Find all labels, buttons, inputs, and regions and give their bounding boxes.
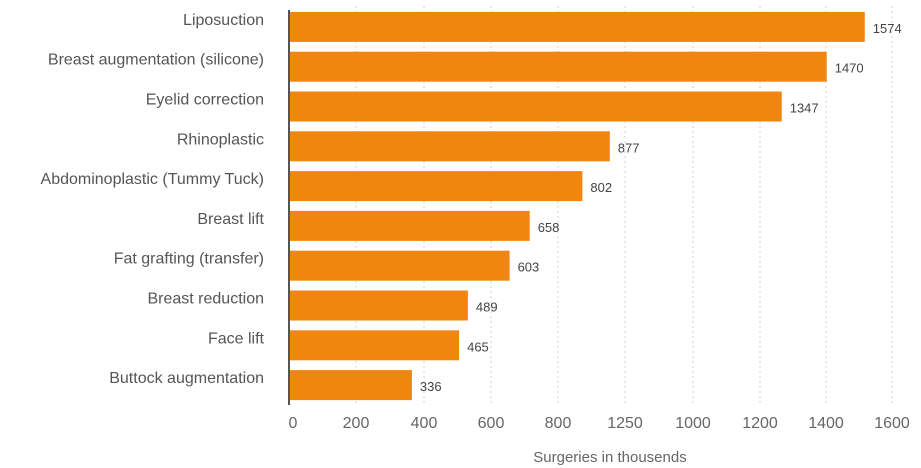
bar	[289, 250, 510, 281]
category-label: Rhinoplastic	[177, 131, 264, 148]
bar	[289, 131, 610, 162]
category-labels: Liposuction Breast augmentation (silicone…	[41, 12, 265, 387]
category-label: Eyelid correction	[146, 92, 264, 109]
value-label: 1574	[873, 21, 902, 36]
category-label: Buttock augmentation	[109, 370, 264, 387]
category-label: Liposuction	[183, 12, 264, 29]
bar	[289, 370, 412, 401]
category-label: Breast augmentation (silicone)	[48, 52, 264, 69]
value-label: 603	[518, 260, 540, 275]
x-tick-label: 400	[411, 415, 438, 432]
bar	[289, 210, 530, 241]
value-label: 1470	[835, 61, 864, 76]
x-tick-label: 1400	[808, 415, 844, 432]
bar	[289, 11, 865, 42]
x-tick-label: 1250	[607, 415, 643, 432]
x-tick-label: 0	[289, 415, 298, 432]
bar	[289, 91, 782, 122]
value-label: 489	[476, 300, 498, 315]
bar	[289, 171, 583, 202]
x-tick-label: 200	[343, 415, 370, 432]
x-tick-label: 600	[478, 415, 505, 432]
category-label: Abdominoplastic (Tummy Tuck)	[41, 171, 264, 188]
value-label: 1347	[790, 101, 819, 116]
bar	[289, 330, 460, 361]
value-labels: 1574 1470 1347 877 802 658 603 489 465 336	[420, 21, 902, 394]
bars	[289, 11, 865, 401]
value-label: 336	[420, 379, 442, 394]
category-label: Fat grafting (transfer)	[114, 251, 264, 268]
x-tick-label: 1600	[874, 415, 910, 432]
value-label: 877	[618, 140, 640, 155]
value-label: 658	[538, 220, 560, 235]
x-tick-labels: 0 200 400 600 800 1250 1000 1200 1400 1600	[289, 415, 910, 432]
category-label: Face lift	[208, 330, 265, 347]
bar	[289, 51, 827, 82]
bar	[289, 290, 468, 321]
value-label: 802	[590, 180, 612, 195]
category-label: Breast lift	[197, 211, 264, 228]
x-tick-label: 800	[545, 415, 572, 432]
x-axis-title: Surgeries in thousends	[533, 449, 686, 466]
x-tick-label: 1000	[675, 415, 711, 432]
x-tick-label: 1200	[742, 415, 778, 432]
value-label: 465	[467, 339, 489, 354]
category-label: Breast reduction	[147, 291, 264, 308]
